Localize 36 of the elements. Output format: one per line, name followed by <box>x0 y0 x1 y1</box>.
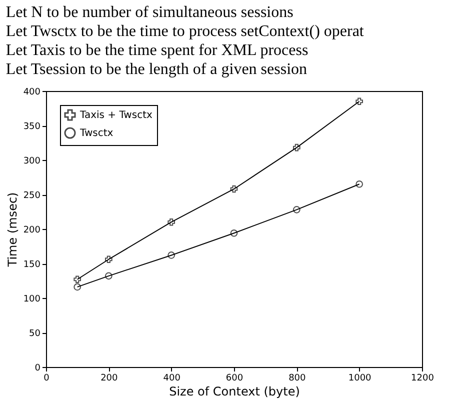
y-tick-label: 400 <box>23 88 41 98</box>
point <box>168 218 175 226</box>
y-tick-label: 150 <box>23 260 41 270</box>
x-tick-label: 600 <box>226 374 244 384</box>
y-tick-label: 300 <box>23 156 41 166</box>
legend-label: Taxis + Twsctx <box>79 110 152 121</box>
point <box>293 206 300 214</box>
point <box>105 256 112 264</box>
point <box>168 252 175 259</box>
x-tick-label: 1200 <box>411 374 434 384</box>
x-axis-title: Size of Context (byte) <box>169 384 300 398</box>
text: Let Tsession to be the length of a given session <box>6 61 308 78</box>
text: Let Twsctx to be the time to process setContext() operat <box>6 23 364 40</box>
x-tick-label: 1000 <box>348 374 372 384</box>
y-tick-label: 350 <box>23 122 41 132</box>
point <box>356 98 363 106</box>
point <box>230 185 238 193</box>
x-tick-label: 800 <box>288 374 306 384</box>
y-tick-label: 200 <box>23 226 41 236</box>
point <box>230 229 238 237</box>
y-axis-title: Time (msec) <box>5 192 20 268</box>
text: Let N to be number of simultaneous sessions <box>6 4 294 21</box>
point <box>74 283 81 291</box>
point <box>293 144 300 152</box>
point <box>356 180 363 188</box>
point <box>74 276 81 284</box>
point <box>105 272 112 280</box>
y-tick-label: 0 <box>34 364 41 374</box>
y-tick-label: 100 <box>23 294 41 304</box>
x-tick-label: 400 <box>163 374 181 384</box>
legend-label: Twsctx <box>79 128 114 139</box>
x-tick-label: 200 <box>100 374 118 384</box>
y-tick-label: 250 <box>23 191 41 201</box>
x-tick-label: 0 <box>44 374 50 384</box>
text: Let Taxis to be the time spent for XML process <box>6 42 308 59</box>
y-tick-label: 50 <box>29 329 41 339</box>
